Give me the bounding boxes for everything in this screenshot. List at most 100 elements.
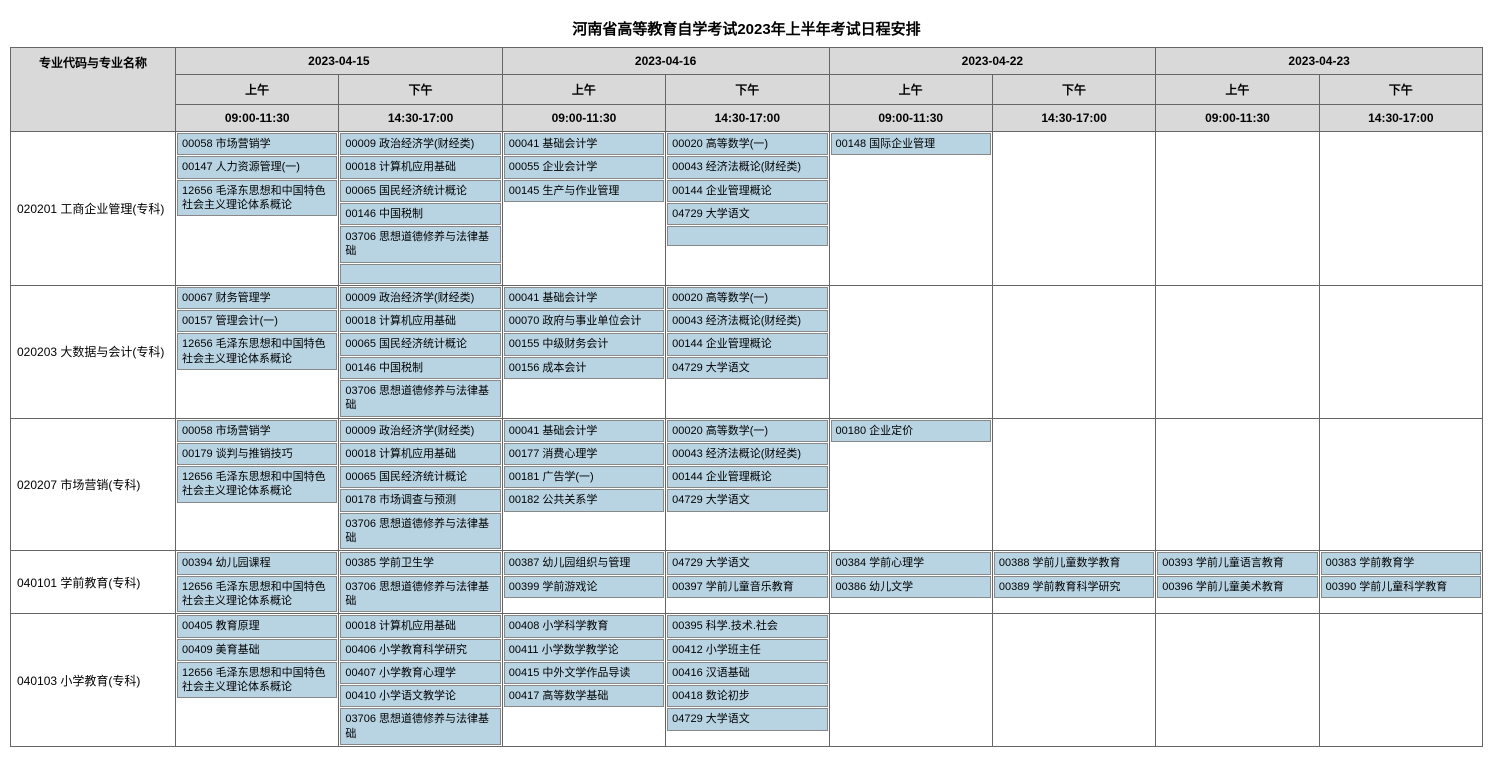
slot-cell: 00009 政治经济学(财经类)00018 计算机应用基础00065 国民经济统… — [339, 132, 502, 286]
slot-cell: 00395 科学.技术.社会00412 小学班主任00416 汉语基础00418… — [666, 614, 829, 747]
course-item: 00406 小学教育科学研究 — [340, 639, 500, 661]
major-cell: 020207 市场营销(专科) — [11, 418, 176, 551]
header-session: 下午 — [339, 75, 502, 105]
course-item: 00043 经济法概论(财经类) — [667, 443, 827, 465]
course-item: 00396 学前儿童美术教育 — [1157, 576, 1317, 598]
header-time: 09:00-11:30 — [502, 105, 665, 132]
slot-cell — [829, 285, 992, 418]
header-session: 上午 — [502, 75, 665, 105]
slot-cell: 00020 高等数学(一)00043 经济法概论(财经类)00144 企业管理概… — [666, 285, 829, 418]
course-item: 00182 公共关系学 — [504, 489, 664, 511]
course-item: 04729 大学语文 — [667, 203, 827, 225]
course-item — [340, 264, 500, 284]
course-item: 03706 思想道德修养与法律基础 — [340, 226, 500, 263]
slot-cell: 00020 高等数学(一)00043 经济法概论(财经类)00144 企业管理概… — [666, 132, 829, 286]
header-time: 14:30-17:00 — [339, 105, 502, 132]
course-item: 00405 教育原理 — [177, 615, 337, 637]
slot-cell: 00041 基础会计学00177 消费心理学00181 广告学(一)00182 … — [502, 418, 665, 551]
slot-cell — [992, 418, 1155, 551]
slot-cell: 00408 小学科学教育00411 小学数学教学论00415 中外文学作品导读0… — [502, 614, 665, 747]
course-item: 00178 市场调查与预测 — [340, 489, 500, 511]
course-item: 00390 学前儿童科学教育 — [1321, 576, 1481, 598]
slot-cell: 00384 学前心理学00386 幼儿文学 — [829, 551, 992, 614]
table-row: 020201 工商企业管理(专科)00058 市场营销学00147 人力资源管理… — [11, 132, 1483, 286]
header-time: 14:30-17:00 — [666, 105, 829, 132]
slot-cell — [992, 132, 1155, 286]
course-item: 00041 基础会计学 — [504, 420, 664, 442]
header-major: 专业代码与专业名称 — [11, 48, 176, 132]
course-item — [667, 226, 827, 246]
course-item: 00180 企业定价 — [831, 420, 991, 442]
major-cell: 020201 工商企业管理(专科) — [11, 132, 176, 286]
slot-cell — [829, 614, 992, 747]
course-item: 00009 政治经济学(财经类) — [340, 133, 500, 155]
table-body: 020201 工商企业管理(专科)00058 市场营销学00147 人力资源管理… — [11, 132, 1483, 747]
course-item: 00393 学前儿童语言教育 — [1157, 552, 1317, 574]
header-date-1: 2023-04-16 — [502, 48, 829, 75]
slot-cell — [992, 285, 1155, 418]
table-row: 020207 市场营销(专科)00058 市场营销学00179 谈判与推销技巧1… — [11, 418, 1483, 551]
slot-cell: 00180 企业定价 — [829, 418, 992, 551]
header-session: 下午 — [992, 75, 1155, 105]
header-session: 上午 — [829, 75, 992, 105]
course-item: 00412 小学班主任 — [667, 639, 827, 661]
course-item: 04729 大学语文 — [667, 552, 827, 574]
header-date-0: 2023-04-15 — [176, 48, 503, 75]
header-date-2: 2023-04-22 — [829, 48, 1156, 75]
header-time: 14:30-17:00 — [992, 105, 1155, 132]
slot-cell — [1319, 132, 1482, 286]
course-item: 00065 国民经济统计概论 — [340, 180, 500, 202]
course-item: 00070 政府与事业单位会计 — [504, 310, 664, 332]
course-item: 00384 学前心理学 — [831, 552, 991, 574]
course-item: 00020 高等数学(一) — [667, 133, 827, 155]
course-item: 00156 成本会计 — [504, 357, 664, 379]
slot-cell: 00009 政治经济学(财经类)00018 计算机应用基础00065 国民经济统… — [339, 285, 502, 418]
slot-cell — [1156, 418, 1319, 551]
course-item: 00411 小学数学教学论 — [504, 639, 664, 661]
header-date-3: 2023-04-23 — [1156, 48, 1483, 75]
slot-cell: 00148 国际企业管理 — [829, 132, 992, 286]
course-item: 00146 中国税制 — [340, 357, 500, 379]
slot-cell: 00058 市场营销学00179 谈判与推销技巧12656 毛泽东思想和中国特色… — [176, 418, 339, 551]
major-cell: 040103 小学教育(专科) — [11, 614, 176, 747]
course-item: 00386 幼儿文学 — [831, 576, 991, 598]
course-item: 00058 市场营销学 — [177, 133, 337, 155]
page-title: 河南省高等教育自学考试2023年上半年考试日程安排 — [10, 10, 1483, 47]
course-item: 00041 基础会计学 — [504, 133, 664, 155]
course-item: 04729 大学语文 — [667, 708, 827, 730]
slot-cell: 00009 政治经济学(财经类)00018 计算机应用基础00065 国民经济统… — [339, 418, 502, 551]
header-time: 09:00-11:30 — [829, 105, 992, 132]
course-item: 00388 学前儿童数学教育 — [994, 552, 1154, 574]
slot-cell: 00405 教育原理00409 美育基础12656 毛泽东思想和中国特色社会主义… — [176, 614, 339, 747]
course-item: 00394 幼儿园课程 — [177, 552, 337, 574]
course-item: 04729 大学语文 — [667, 489, 827, 511]
course-item: 00181 广告学(一) — [504, 466, 664, 488]
table-row: 020203 大数据与会计(专科)00067 财务管理学00157 管理会计(一… — [11, 285, 1483, 418]
slot-cell: 00385 学前卫生学03706 思想道德修养与法律基础 — [339, 551, 502, 614]
slot-cell — [1156, 614, 1319, 747]
slot-cell: 04729 大学语文00397 学前儿童音乐教育 — [666, 551, 829, 614]
course-item: 00009 政治经济学(财经类) — [340, 420, 500, 442]
course-item: 00144 企业管理概论 — [667, 466, 827, 488]
course-item: 00041 基础会计学 — [504, 287, 664, 309]
header-time: 09:00-11:30 — [176, 105, 339, 132]
course-item: 12656 毛泽东思想和中国特色社会主义理论体系概论 — [177, 180, 337, 217]
course-item: 00157 管理会计(一) — [177, 310, 337, 332]
slot-cell — [1319, 418, 1482, 551]
course-item: 00065 国民经济统计概论 — [340, 466, 500, 488]
major-cell: 040101 学前教育(专科) — [11, 551, 176, 614]
slot-cell: 00058 市场营销学00147 人力资源管理(一)12656 毛泽东思想和中国… — [176, 132, 339, 286]
course-item: 00009 政治经济学(财经类) — [340, 287, 500, 309]
course-item: 00058 市场营销学 — [177, 420, 337, 442]
slot-cell: 00393 学前儿童语言教育00396 学前儿童美术教育 — [1156, 551, 1319, 614]
slot-cell: 00388 学前儿童数学教育00389 学前教育科学研究 — [992, 551, 1155, 614]
course-item: 00410 小学语文教学论 — [340, 685, 500, 707]
slot-cell: 00387 幼儿园组织与管理00399 学前游戏论 — [502, 551, 665, 614]
course-item: 12656 毛泽东思想和中国特色社会主义理论体系概论 — [177, 662, 337, 699]
header-session: 下午 — [1319, 75, 1482, 105]
table-row: 040103 小学教育(专科)00405 教育原理00409 美育基础12656… — [11, 614, 1483, 747]
course-item: 00417 高等数学基础 — [504, 685, 664, 707]
course-item: 00177 消费心理学 — [504, 443, 664, 465]
course-item: 00067 财务管理学 — [177, 287, 337, 309]
course-item: 03706 思想道德修养与法律基础 — [340, 513, 500, 550]
